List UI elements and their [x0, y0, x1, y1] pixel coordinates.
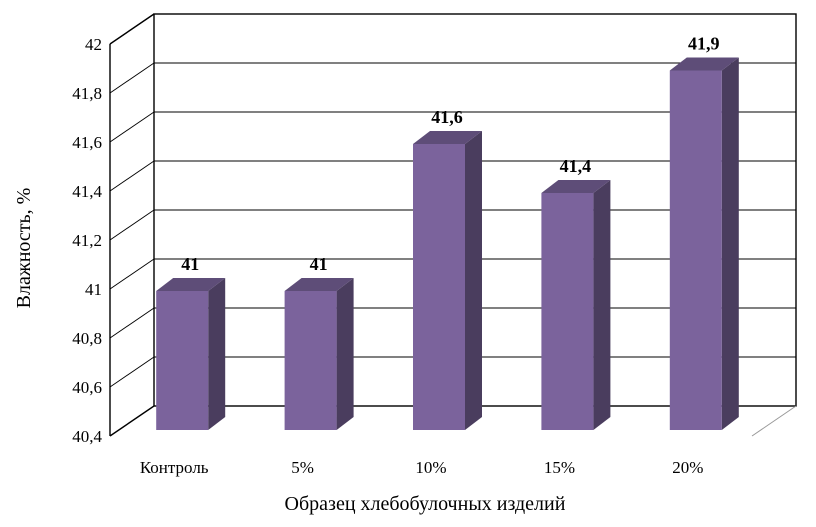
gridline-side — [109, 258, 155, 290]
bar — [156, 278, 226, 430]
x-tick-label: 20% — [672, 458, 703, 477]
side-wall-bottom-edge — [109, 405, 155, 437]
data-labels: 41 41 41,6 41,4 41,9 — [181, 34, 719, 275]
bar — [284, 278, 354, 430]
data-label: 41 — [310, 254, 328, 274]
bar-front — [541, 193, 594, 430]
bar-side — [721, 57, 739, 430]
data-label: 41,6 — [431, 107, 463, 127]
bar-side — [336, 278, 354, 430]
gridline-side — [109, 13, 155, 45]
bar-top — [413, 131, 482, 144]
y-tick-label: 41,8 — [72, 84, 102, 103]
data-label: 41 — [181, 254, 199, 274]
y-tick-label: 40,4 — [72, 427, 102, 446]
bar-side — [208, 278, 226, 430]
y-tick-label: 41,6 — [72, 133, 102, 152]
gridline-side — [109, 111, 155, 143]
bar-front — [284, 291, 337, 430]
y-tick-label: 42 — [85, 35, 102, 54]
x-tick-label: 5% — [291, 458, 314, 477]
bar-top — [541, 180, 611, 193]
data-label: 41,4 — [560, 156, 592, 176]
bar-front — [413, 144, 465, 430]
y-tick-label: 41,4 — [72, 182, 102, 201]
y-tick-label: 41,2 — [72, 231, 102, 250]
y-tick-label: 41 — [85, 280, 102, 299]
gridline-side — [109, 356, 155, 388]
bar-front — [669, 70, 722, 430]
floor-right-edge — [751, 405, 797, 437]
gridline-side — [109, 160, 155, 192]
bars — [156, 57, 739, 430]
bar-side — [593, 180, 611, 430]
gridline-side — [109, 62, 155, 94]
bar-top — [156, 278, 226, 291]
bar-front — [156, 291, 209, 430]
x-tick-label: Контроль — [140, 458, 209, 477]
bar — [669, 57, 739, 430]
x-axis-title: Образец хлебобулочных изделий — [285, 493, 566, 515]
bar-top — [284, 278, 354, 291]
y-axis-ticks: 40,4 40,6 40,8 41 41,2 41,4 41,6 41,8 42 — [72, 35, 102, 446]
gridline-side — [109, 209, 155, 241]
x-axis-ticks: Контроль 5% 10% 15% 20% — [140, 458, 704, 477]
y-tick-label: 40,6 — [72, 378, 102, 397]
x-tick-label: 10% — [415, 458, 446, 477]
y-tick-label: 40,8 — [72, 329, 102, 348]
bar-side — [465, 131, 482, 430]
bar — [413, 131, 482, 430]
x-tick-label: 15% — [544, 458, 575, 477]
gridline-side — [109, 307, 155, 339]
y-axis-title: Влажность, % — [13, 188, 35, 309]
bar — [541, 180, 611, 430]
data-label: 41,9 — [688, 34, 720, 54]
bar-top — [669, 57, 739, 71]
